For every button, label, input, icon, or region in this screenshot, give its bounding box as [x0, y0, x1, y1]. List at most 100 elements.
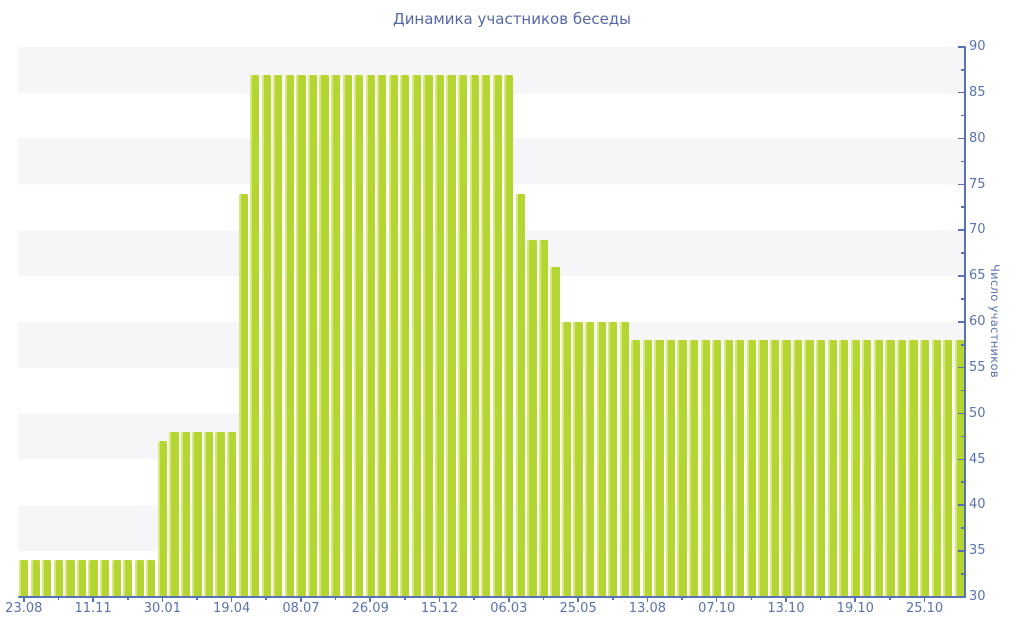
x-major-tick — [854, 597, 857, 602]
bar — [192, 432, 202, 597]
bar — [700, 340, 710, 597]
x-major-tick — [577, 597, 579, 602]
x-minor-tick — [611, 597, 614, 600]
bar — [712, 340, 722, 597]
y-major-tick — [958, 91, 965, 94]
x-major-tick — [22, 597, 25, 602]
bar — [169, 432, 179, 597]
bar — [839, 340, 849, 597]
bar — [792, 340, 803, 597]
bar — [250, 74, 260, 597]
y-major-tick — [958, 321, 965, 323]
bar — [377, 74, 387, 597]
y-major-tick — [958, 137, 965, 140]
x-tick-label: 25.05 — [559, 601, 597, 616]
x-minor-tick — [196, 597, 198, 600]
y-major-tick — [958, 229, 965, 231]
bar — [330, 74, 341, 597]
bar — [954, 340, 964, 597]
bar — [469, 74, 479, 597]
bar — [827, 340, 837, 597]
y-minor-tick — [961, 68, 965, 71]
y-minor-tick — [961, 114, 965, 117]
bar — [99, 560, 110, 597]
x-tick-label: 13.10 — [767, 601, 805, 616]
y-minor-tick — [961, 481, 965, 483]
bar — [227, 432, 237, 597]
x-tick-label: 06.03 — [490, 601, 528, 616]
x-major-tick — [438, 597, 441, 602]
y-minor-tick — [961, 252, 965, 254]
y-minor-tick — [961, 527, 965, 529]
bar — [19, 560, 29, 597]
bar — [342, 74, 352, 597]
chart-title: Динамика участников беседы — [392, 10, 632, 28]
bar — [665, 340, 676, 597]
y-minor-tick — [961, 573, 965, 575]
x-minor-tick — [57, 597, 60, 600]
y-tick-label: 30 — [969, 589, 986, 604]
bar — [642, 340, 653, 597]
y-minor-tick — [961, 298, 965, 300]
bar — [919, 340, 930, 597]
x-major-tick — [230, 597, 233, 602]
x-major-tick — [92, 597, 94, 602]
y-major-tick — [958, 550, 965, 552]
bar — [631, 340, 641, 597]
y-minor-tick — [961, 160, 965, 163]
bar — [354, 74, 364, 597]
bar — [400, 74, 410, 597]
bar — [873, 340, 883, 597]
bar — [307, 74, 318, 597]
y-tick-label: 50 — [969, 405, 986, 421]
bar — [862, 340, 872, 597]
bar — [677, 340, 687, 597]
y-tick-label: 90 — [969, 39, 986, 54]
x-minor-tick — [819, 597, 822, 600]
bar — [53, 560, 64, 597]
bar — [238, 193, 248, 597]
bar — [76, 560, 87, 597]
bar — [896, 340, 907, 597]
y-tick-label: 60 — [969, 314, 986, 329]
y-axis-line — [964, 46, 966, 598]
bar — [42, 560, 52, 597]
bar — [723, 340, 733, 597]
bar — [481, 74, 491, 597]
x-minor-tick — [681, 597, 683, 600]
x-tick-label: 08.07 — [282, 601, 320, 616]
y-tick-label: 70 — [969, 222, 986, 238]
x-minor-tick — [126, 597, 129, 600]
x-major-tick — [923, 597, 926, 602]
bar — [515, 193, 525, 597]
x-major-tick — [300, 597, 302, 602]
x-tick-label: 15.12 — [420, 601, 459, 616]
y-tick-label: 80 — [969, 130, 986, 146]
bar — [573, 322, 583, 597]
bar — [608, 322, 618, 597]
bar — [561, 322, 572, 597]
y-major-tick — [958, 183, 965, 186]
bar — [365, 74, 375, 597]
y-tick-label: 55 — [969, 359, 986, 375]
x-axis-line — [18, 596, 966, 598]
bar — [746, 340, 756, 597]
x-minor-tick — [334, 597, 337, 600]
bar — [411, 74, 422, 597]
x-tick-label: 25.10 — [905, 601, 944, 616]
y-major-tick — [958, 275, 965, 277]
y-tick-label: 35 — [969, 543, 986, 559]
bar — [619, 322, 629, 597]
bar — [65, 560, 75, 597]
bar — [550, 267, 560, 597]
bar — [434, 74, 445, 597]
y-minor-tick — [961, 389, 965, 392]
bar — [261, 74, 271, 597]
bar — [134, 560, 144, 597]
y-major-tick — [958, 366, 965, 369]
x-minor-tick — [542, 597, 545, 600]
x-tick-label: 19.04 — [213, 601, 251, 616]
y-major-tick — [958, 46, 965, 48]
bar — [458, 74, 468, 597]
bar — [804, 340, 814, 597]
